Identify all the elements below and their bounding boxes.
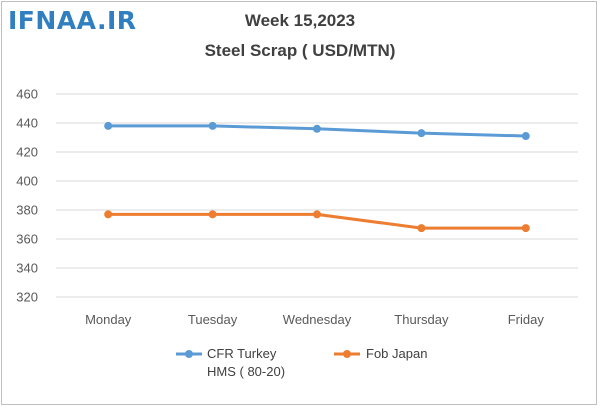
x-tick-label: Tuesday xyxy=(188,312,238,327)
watermark-logo: IFNAA.IR xyxy=(8,6,137,35)
y-tick-label: 400 xyxy=(16,174,38,189)
series-1-point xyxy=(313,210,321,219)
chart-title-line1: Week 15,2023 xyxy=(244,11,356,30)
legend-marker-0 xyxy=(185,350,193,358)
series-1-point xyxy=(104,210,113,219)
legend-label-cfr-turkey-line2: HMS ( 80-20) xyxy=(207,364,286,379)
y-tick-label: 380 xyxy=(16,203,38,218)
series-0-point xyxy=(208,121,217,130)
x-tick-label: Friday xyxy=(508,312,545,327)
legend-label-fob-japan: Fob Japan xyxy=(366,345,427,363)
legend-label-cfr-turkey: CFR Turkey HMS ( 80-20) xyxy=(207,345,285,381)
chart-title-line2: Steel Scrap ( USD/MTN) xyxy=(204,41,396,60)
x-tick-label: Thursday xyxy=(394,312,449,327)
y-tick-label: 420 xyxy=(16,145,38,160)
y-tick-label: 460 xyxy=(16,87,38,102)
y-tick-label: 360 xyxy=(16,232,38,247)
series-1-point xyxy=(521,224,530,233)
series-0-point xyxy=(104,121,113,130)
x-tick-label: Wednesday xyxy=(283,312,352,327)
y-tick-label: 340 xyxy=(16,261,38,276)
y-tick-label: 320 xyxy=(16,290,38,305)
legend-label-cfr-turkey-line1: CFR Turkey xyxy=(207,346,277,361)
series-0-point xyxy=(521,132,530,141)
series-0-point xyxy=(313,124,321,133)
legend-label-fob-japan-line1: Fob Japan xyxy=(366,346,428,361)
legend-marker-1 xyxy=(343,350,351,358)
x-tick-label: Monday xyxy=(85,312,132,327)
y-tick-label: 440 xyxy=(16,116,38,131)
series-0-point xyxy=(417,129,426,138)
series-1-point xyxy=(417,224,426,233)
series-1-point xyxy=(208,210,217,219)
